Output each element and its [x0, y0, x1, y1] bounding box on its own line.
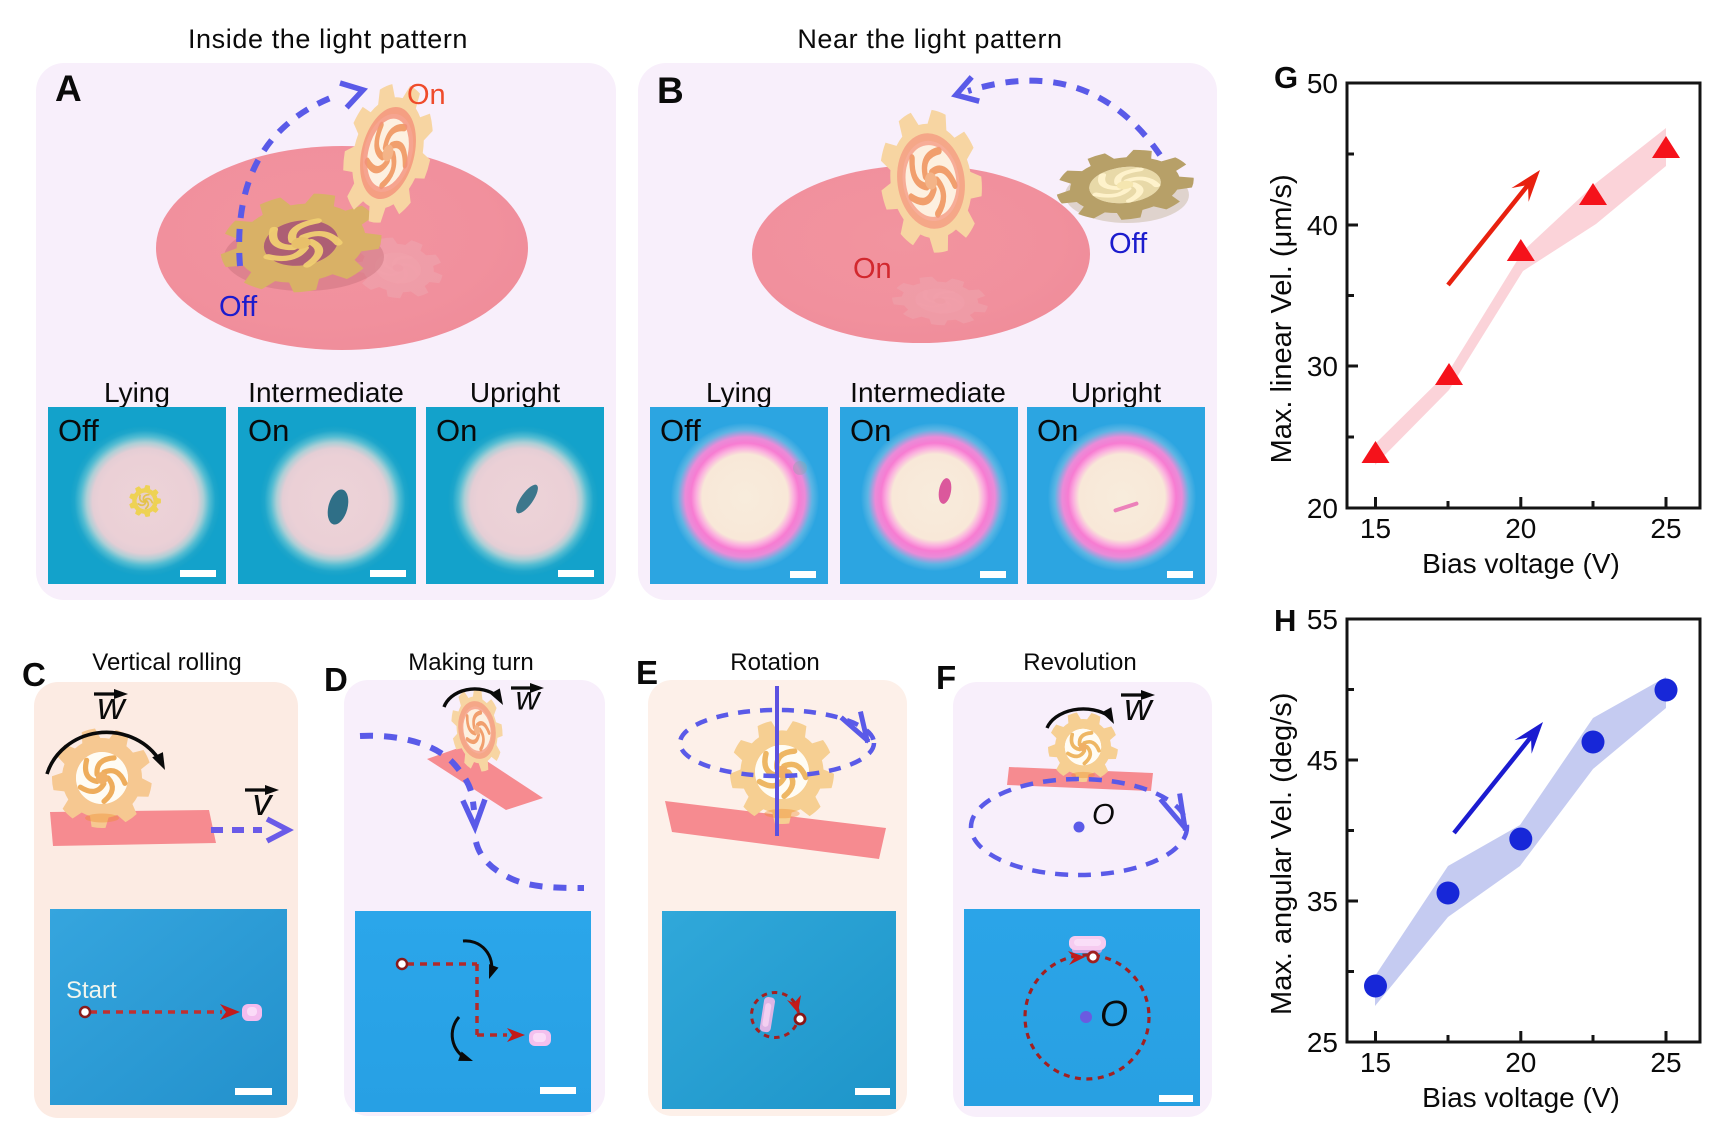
- svg-text:C: C: [22, 656, 46, 693]
- svg-text:Upright: Upright: [1071, 377, 1161, 408]
- svg-text:45: 45: [1307, 745, 1338, 776]
- svg-text:On: On: [436, 413, 477, 448]
- svg-text:Intermediate: Intermediate: [850, 377, 1006, 408]
- svg-text:Inside the light pattern: Inside the light pattern: [188, 24, 468, 54]
- svg-text:50: 50: [1307, 68, 1338, 99]
- svg-text:Bias voltage (V): Bias voltage (V): [1422, 548, 1620, 579]
- svg-text:On: On: [850, 413, 891, 448]
- svg-text:O: O: [1100, 993, 1128, 1034]
- svg-text:35: 35: [1307, 886, 1338, 917]
- svg-text:Bias voltage (V): Bias voltage (V): [1422, 1082, 1620, 1113]
- svg-text:D: D: [324, 661, 348, 698]
- svg-text:w: w: [1124, 687, 1154, 729]
- svg-text:H: H: [1274, 603, 1296, 638]
- svg-text:Off: Off: [219, 291, 258, 323]
- svg-text:Lying: Lying: [706, 377, 772, 408]
- svg-text:Max. linear Vel. (μm/s): Max. linear Vel. (μm/s): [1266, 174, 1298, 463]
- svg-text:Revolution: Revolution: [1023, 649, 1136, 676]
- svg-text:20: 20: [1307, 493, 1338, 524]
- svg-text:v: v: [253, 782, 274, 824]
- svg-text:B: B: [657, 70, 684, 111]
- svg-text:Upright: Upright: [470, 377, 560, 408]
- svg-text:30: 30: [1307, 351, 1338, 382]
- svg-text:55: 55: [1307, 604, 1338, 635]
- svg-text:15: 15: [1360, 513, 1391, 544]
- svg-text:w: w: [516, 680, 542, 717]
- svg-text:15: 15: [1360, 1047, 1391, 1078]
- svg-text:Off: Off: [660, 413, 701, 448]
- svg-text:E: E: [636, 654, 658, 691]
- svg-text:Start: Start: [66, 977, 117, 1004]
- svg-text:20: 20: [1505, 513, 1536, 544]
- svg-text:G: G: [1274, 60, 1298, 95]
- svg-text:On: On: [1037, 413, 1078, 448]
- svg-text:Intermediate: Intermediate: [248, 377, 404, 408]
- svg-text:F: F: [936, 659, 956, 696]
- svg-text:25: 25: [1650, 1047, 1681, 1078]
- svg-text:Lying: Lying: [104, 377, 170, 408]
- svg-text:On: On: [407, 79, 446, 111]
- svg-text:O: O: [1092, 799, 1115, 831]
- svg-text:A: A: [55, 68, 82, 109]
- svg-text:On: On: [853, 253, 892, 285]
- svg-text:20: 20: [1505, 1047, 1536, 1078]
- svg-text:Off: Off: [58, 413, 99, 448]
- svg-text:Making turn: Making turn: [408, 649, 533, 676]
- svg-text:On: On: [248, 413, 289, 448]
- svg-text:25: 25: [1650, 513, 1681, 544]
- svg-text:Near the light pattern: Near the light pattern: [797, 24, 1062, 54]
- svg-text:Rotation: Rotation: [730, 649, 819, 676]
- svg-text:25: 25: [1307, 1027, 1338, 1058]
- svg-text:Max. angular Vel. (deg/s): Max. angular Vel. (deg/s): [1266, 693, 1298, 1015]
- svg-text:Off: Off: [1109, 228, 1148, 260]
- svg-text:w: w: [97, 686, 127, 728]
- svg-text:40: 40: [1307, 210, 1338, 241]
- svg-text:Vertical rolling: Vertical rolling: [92, 649, 241, 676]
